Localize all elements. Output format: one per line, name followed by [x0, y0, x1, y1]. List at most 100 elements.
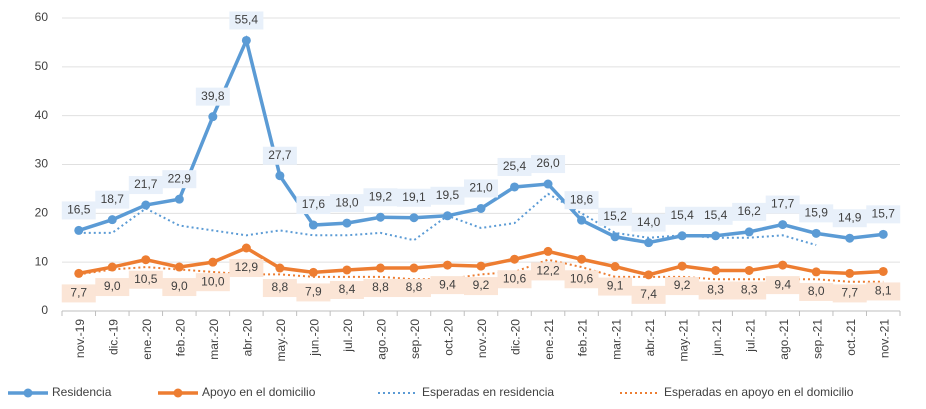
label-bg — [95, 190, 130, 209]
point — [342, 218, 352, 228]
label-bg — [396, 279, 431, 298]
label-bg — [430, 276, 465, 295]
x-tick-label: dic.-20 — [509, 319, 523, 355]
label-bg — [162, 278, 197, 297]
data-label: 7,4 — [640, 287, 657, 301]
point — [208, 257, 218, 267]
data-label: 15,9 — [805, 206, 829, 220]
x-tick-label: ene.-20 — [140, 319, 154, 360]
point — [375, 263, 385, 273]
label-bg — [799, 204, 834, 223]
point — [174, 262, 184, 272]
data-label: 10,6 — [503, 271, 527, 285]
label-bg — [61, 284, 96, 303]
point — [107, 262, 117, 272]
point — [744, 265, 754, 275]
label-bg — [765, 195, 800, 214]
label-bg — [296, 283, 331, 302]
label-bg — [464, 179, 498, 198]
point — [644, 238, 654, 248]
point — [543, 246, 553, 256]
x-tick-label: abr.-21 — [643, 319, 657, 357]
data-label: 9,2 — [473, 278, 490, 292]
point — [577, 254, 587, 264]
data-label: 22,9 — [168, 171, 192, 185]
point — [811, 267, 821, 277]
label-bg — [430, 186, 465, 205]
data-label: 19,5 — [436, 188, 460, 202]
label-bg — [195, 273, 230, 292]
x-tick-label: mar.-20 — [207, 319, 221, 360]
label-bg — [631, 213, 666, 232]
data-label: 8,3 — [741, 283, 758, 297]
point — [610, 262, 620, 272]
label-bg — [262, 146, 297, 165]
point — [845, 233, 855, 243]
x-tick-label: oct.-21 — [844, 319, 858, 356]
point — [577, 215, 587, 225]
x-tick-label: nov.-20 — [475, 319, 489, 358]
point — [610, 232, 620, 242]
data-label: 8,8 — [372, 280, 389, 294]
x-tick-label: may.-21 — [676, 319, 690, 362]
point — [275, 263, 285, 273]
point — [711, 265, 721, 275]
point — [241, 35, 251, 45]
point — [208, 112, 218, 122]
point — [342, 265, 352, 275]
point — [476, 203, 486, 213]
label-bg — [262, 279, 297, 298]
data-label: 15,4 — [704, 208, 728, 222]
label-bg — [598, 207, 633, 226]
data-label: 15,2 — [603, 209, 627, 223]
label-bg — [329, 194, 364, 213]
label-bg — [698, 281, 733, 300]
data-label: 9,4 — [774, 277, 791, 291]
point — [811, 228, 821, 238]
y-tick-label: 60 — [35, 10, 49, 24]
data-label: 21,7 — [134, 177, 158, 191]
label-bg — [698, 206, 733, 225]
data-label: 19,2 — [369, 189, 393, 203]
point — [476, 261, 486, 271]
x-tick-label: may.-20 — [274, 319, 288, 362]
point — [375, 212, 385, 222]
data-label: 9,4 — [439, 277, 456, 291]
x-tick-label: nov.-19 — [73, 319, 87, 358]
label-bg — [296, 196, 331, 215]
x-tick-label: jul.-20 — [341, 319, 355, 353]
point — [74, 268, 84, 278]
data-label: 15,4 — [670, 208, 694, 222]
x-tick-label: jun.-21 — [710, 319, 724, 357]
data-label: 9,0 — [171, 279, 188, 293]
point — [711, 231, 721, 241]
point — [241, 243, 251, 253]
label-bg — [531, 155, 566, 174]
data-label: 25,4 — [503, 159, 527, 173]
y-tick-label: 40 — [35, 108, 49, 122]
label-bg — [732, 202, 767, 221]
label-bg — [799, 282, 834, 301]
point — [107, 215, 117, 225]
x-tick-label: sep.-20 — [408, 319, 422, 359]
data-label: 16,5 — [67, 203, 91, 217]
data-label: 14,9 — [838, 210, 862, 224]
label-bg — [598, 277, 633, 296]
point — [510, 182, 520, 192]
data-label: 9,2 — [674, 278, 691, 292]
point — [308, 220, 318, 230]
point — [409, 263, 419, 273]
data-label: 8,8 — [406, 280, 423, 294]
x-tick-label: mar.-21 — [609, 319, 623, 360]
point — [878, 229, 888, 239]
x-tick-label: dic.-19 — [106, 319, 120, 355]
x-tick-label: jun.-20 — [308, 319, 322, 357]
label-bg — [497, 270, 532, 289]
legend-label: Residencia — [52, 385, 112, 399]
x-tick-label: sep.-21 — [810, 319, 824, 359]
x-tick-label: jul.-21 — [743, 319, 757, 353]
x-tick-label: ago.-21 — [777, 319, 791, 360]
x-tick-label: nov.-21 — [877, 319, 891, 358]
data-label: 10,5 — [134, 272, 158, 286]
